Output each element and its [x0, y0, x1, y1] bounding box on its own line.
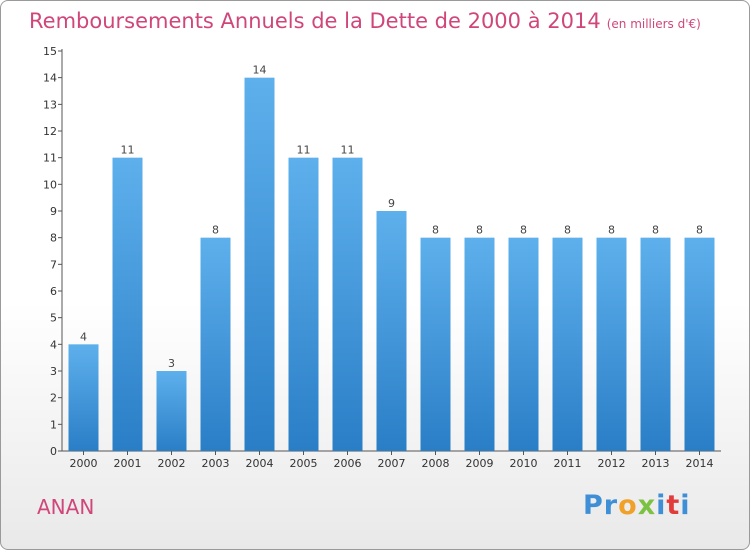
y-tick-label: 1 [50, 418, 57, 431]
logo-letter: i [680, 490, 691, 521]
chart-title-text: Remboursements Annuels de la Dette de 20… [29, 9, 601, 33]
y-tick-label: 9 [50, 205, 57, 218]
y-tick-label: 13 [43, 98, 57, 111]
logo-letter: t [666, 490, 681, 521]
y-tick-label: 11 [43, 152, 57, 165]
data-label-2011: 8 [564, 224, 571, 237]
place-name: ANAN [37, 495, 95, 519]
data-label-2012: 8 [608, 224, 615, 237]
y-tick-label: 0 [50, 445, 57, 458]
x-tick-label: 2001 [114, 457, 142, 470]
y-tick-label: 7 [50, 258, 57, 271]
y-tick-label: 3 [50, 365, 57, 378]
bars [68, 77, 715, 452]
y-tick-label: 2 [50, 392, 57, 405]
y-tick-label: 6 [50, 285, 57, 298]
data-label-2001: 11 [121, 144, 135, 157]
x-tick-label: 2007 [378, 457, 406, 470]
y-tick-label: 5 [50, 312, 57, 325]
bar-2009 [464, 237, 495, 451]
proxiti-logo: Proxiti [583, 490, 691, 521]
data-label-2003: 8 [212, 224, 219, 237]
data-label-2000: 4 [80, 330, 87, 343]
x-tick-label: 2012 [598, 457, 626, 470]
x-tick-label: 2004 [246, 457, 274, 470]
bar-2008 [420, 237, 451, 451]
chart-title: Remboursements Annuels de la Dette de 20… [29, 9, 701, 33]
logo-letter: o [618, 490, 638, 521]
x-tick-label: 2008 [422, 457, 450, 470]
data-label-2008: 8 [432, 224, 439, 237]
bar-2011 [552, 237, 583, 451]
x-tick-label: 2011 [554, 457, 582, 470]
bar-2014 [684, 237, 715, 451]
x-tick-label: 2006 [334, 457, 362, 470]
x-tick-label: 2009 [466, 457, 494, 470]
y-tick-label: 14 [43, 72, 57, 85]
bar-2000 [68, 344, 99, 451]
data-label-2004: 14 [253, 64, 267, 77]
bar-2007 [376, 211, 407, 451]
y-tick-label: 12 [43, 125, 57, 138]
x-tick-label: 2014 [686, 457, 714, 470]
bar-2006 [332, 157, 363, 451]
y-tick-label: 15 [43, 45, 57, 58]
logo-letter: r [603, 490, 619, 521]
bar-2012 [596, 237, 627, 451]
bar-2002 [156, 371, 187, 451]
x-tick-label: 2000 [70, 457, 98, 470]
data-label-2013: 8 [652, 224, 659, 237]
data-label-2009: 8 [476, 224, 483, 237]
x-tick-label: 2010 [510, 457, 538, 470]
data-label-2006: 11 [341, 144, 355, 157]
bar-2010 [508, 237, 539, 451]
data-label-2010: 8 [520, 224, 527, 237]
bar-2003 [200, 237, 231, 451]
logo-letter: P [583, 490, 604, 521]
y-tick-label: 10 [43, 178, 57, 191]
logo-letter: x [637, 490, 657, 521]
bar-2013 [640, 237, 671, 451]
x-tick-label: 2005 [290, 457, 318, 470]
x-tick-label: 2003 [202, 457, 230, 470]
data-label-2005: 11 [297, 144, 311, 157]
y-tick-label: 4 [50, 338, 57, 351]
bar-2001 [112, 157, 143, 451]
chart-unit: (en milliers d'€) [606, 17, 701, 31]
bar-2005 [288, 157, 319, 451]
data-label-2014: 8 [696, 224, 703, 237]
x-tick-label: 2013 [642, 457, 670, 470]
logo-letter: i [656, 490, 667, 521]
data-label-2007: 9 [388, 197, 395, 210]
data-labels: 4 11 3 8 14 11 11 9 8 8 8 8 8 8 8 [80, 64, 703, 370]
x-tick-label: 2002 [158, 457, 186, 470]
y-tick-label: 8 [50, 232, 57, 245]
data-label-2002: 3 [168, 357, 175, 370]
bar-2004 [244, 77, 275, 452]
